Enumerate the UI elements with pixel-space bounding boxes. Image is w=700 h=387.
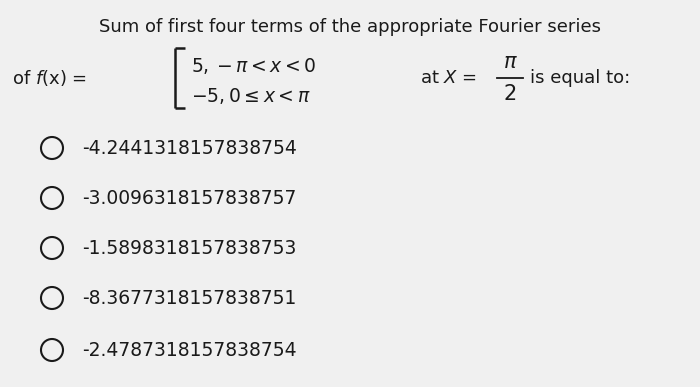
Text: -3.0096318157838757: -3.0096318157838757: [82, 188, 296, 207]
Text: at $X$ =: at $X$ =: [420, 69, 477, 87]
Text: -2.4787318157838754: -2.4787318157838754: [82, 341, 297, 360]
Text: Sum of first four terms of the appropriate Fourier series: Sum of first four terms of the appropria…: [99, 18, 601, 36]
Text: -1.5898318157838753: -1.5898318157838753: [82, 238, 296, 257]
Text: of $f$(x) =: of $f$(x) =: [12, 68, 87, 88]
Text: -8.3677318157838751: -8.3677318157838751: [82, 288, 296, 308]
Text: $5, -\pi < x < 0$: $5, -\pi < x < 0$: [191, 56, 316, 76]
Text: $\pi$: $\pi$: [503, 52, 517, 72]
Text: is equal to:: is equal to:: [530, 69, 630, 87]
Text: -4.2441318157838754: -4.2441318157838754: [82, 139, 297, 158]
Text: $2$: $2$: [503, 84, 517, 104]
Text: $-5, 0 \leq x < \pi$: $-5, 0 \leq x < \pi$: [191, 86, 311, 106]
